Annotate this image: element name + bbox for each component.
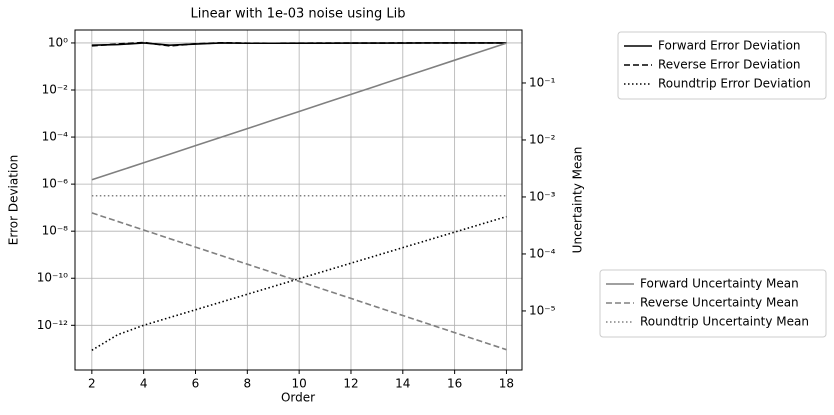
- legend-label: Reverse Error Deviation: [658, 58, 801, 72]
- legend-box: [599, 269, 827, 338]
- x-axis-label: Order: [281, 391, 315, 405]
- x-tick-label: 14: [395, 377, 410, 391]
- y2-tick-label: 10⁻¹: [529, 75, 556, 89]
- legend-box: [617, 31, 827, 100]
- legend-label: Forward Error Deviation: [658, 39, 801, 53]
- y-axis-label: Error Deviation: [7, 155, 21, 245]
- y-tick-label: 10⁻²: [42, 83, 69, 97]
- y2-tick-label: 10⁻²: [529, 132, 556, 146]
- legend-label: Roundtrip Error Deviation: [658, 77, 811, 91]
- y-tick-label: 10⁻¹²: [37, 318, 68, 332]
- chart-title: Linear with 1e-03 noise using Lib: [191, 7, 406, 22]
- x-tick-label: 12: [343, 377, 358, 391]
- y-tick-label: 10⁻⁶: [42, 177, 69, 191]
- y-tick-label: 10⁻¹⁰: [37, 271, 68, 285]
- series-line: [91, 41, 507, 47]
- series-line: [91, 212, 507, 351]
- y2-tick-label: 10⁻⁴: [529, 246, 556, 260]
- series-line: [91, 215, 507, 351]
- x-tick-label: 8: [244, 377, 252, 391]
- y-tick-label: 10⁻⁴: [42, 130, 69, 144]
- y-tick-label: 10⁻⁸: [42, 224, 69, 238]
- legend-label: Forward Uncertainty Mean: [640, 277, 799, 291]
- y2-axis-label: Uncertainty Mean: [571, 147, 585, 254]
- x-tick-label: 10: [292, 377, 307, 391]
- legend-label: Reverse Uncertainty Mean: [640, 296, 799, 310]
- x-tick-label: 16: [447, 377, 462, 391]
- plot-frame: [74, 29, 523, 371]
- legend-label: Roundtrip Uncertainty Mean: [640, 315, 809, 329]
- x-tick-label: 18: [499, 377, 514, 391]
- y2-tick-label: 10⁻³: [529, 189, 556, 203]
- x-tick-label: 4: [140, 377, 148, 391]
- x-tick-label: 2: [88, 377, 96, 391]
- series-line: [91, 42, 507, 181]
- y-tick-label: 10⁰: [48, 35, 68, 49]
- y2-tick-label: 10⁻⁵: [529, 303, 556, 317]
- x-tick-label: 6: [192, 377, 200, 391]
